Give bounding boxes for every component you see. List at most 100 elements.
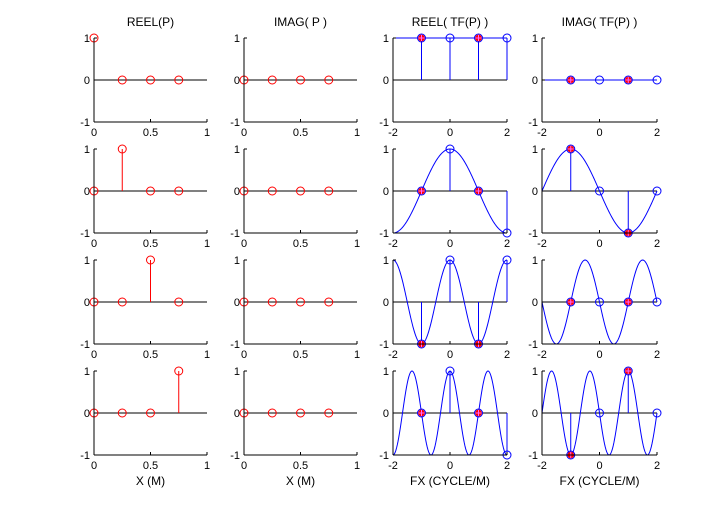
y-tick-label: -1 <box>379 450 389 462</box>
y-tick-label: 1 <box>234 144 240 156</box>
column-title: IMAG( P ) <box>274 15 327 29</box>
x-tick-label: -2 <box>388 127 398 139</box>
stem-marker <box>146 75 155 85</box>
stem-marker <box>267 297 277 307</box>
x-tick-label: 1 <box>204 349 210 361</box>
x-tick-label: 0 <box>596 349 602 361</box>
stem-marker <box>445 144 455 154</box>
x-tick-label: 0 <box>91 127 97 139</box>
y-tick-label: -1 <box>528 450 538 462</box>
stem-marker <box>417 33 426 43</box>
stem-marker <box>296 186 305 196</box>
subplot-r2-c3: -1 0 1 -2 0 2 <box>528 255 662 361</box>
stem-marker <box>117 408 127 418</box>
x-tick-label: 0 <box>596 127 602 139</box>
y-tick-label: -1 <box>230 228 240 240</box>
stem-marker <box>267 75 277 85</box>
x-tick-label: 2 <box>504 127 510 139</box>
y-tick-label: 1 <box>532 255 538 267</box>
stem-marker <box>623 75 633 85</box>
y-tick-label: 0 <box>84 297 90 309</box>
x-tick-label: -2 <box>537 349 547 361</box>
x-tick-label: 0.5 <box>293 238 308 250</box>
x-tick-label: 1 <box>354 238 360 250</box>
stem-marker <box>595 297 604 307</box>
y-tick-label: -1 <box>528 228 538 240</box>
stem-marker <box>174 75 184 85</box>
stem-marker <box>474 186 483 196</box>
y-tick-label: 0 <box>532 186 538 198</box>
y-tick-label: 0 <box>532 408 538 420</box>
x-tick-label: -2 <box>388 349 398 361</box>
y-tick-label: 1 <box>84 144 90 156</box>
x-tick-label: 0.5 <box>293 127 308 139</box>
y-tick-label: 0 <box>383 186 389 198</box>
stem-marker <box>502 255 512 265</box>
x-tick-label: -2 <box>537 127 547 139</box>
x-tick-label: 2 <box>654 127 660 139</box>
y-tick-label: 0 <box>234 297 240 309</box>
y-tick-label: 0 <box>532 75 538 87</box>
stem-marker <box>267 186 277 196</box>
stem-marker <box>117 144 127 154</box>
stem-marker <box>652 297 662 307</box>
x-tick-label: 0 <box>447 349 453 361</box>
y-tick-label: 1 <box>84 366 90 378</box>
x-tick-label: 0.5 <box>143 460 158 472</box>
stem-marker <box>417 186 426 196</box>
x-tick-label: 0 <box>241 349 247 361</box>
stem-marker <box>502 33 512 43</box>
x-tick-label: -2 <box>388 238 398 250</box>
y-tick-label: -1 <box>379 228 389 240</box>
x-tick-label: 1 <box>204 460 210 472</box>
x-tick-label: 0.5 <box>143 238 158 250</box>
y-tick-label: -1 <box>230 339 240 351</box>
stem-marker <box>566 297 576 307</box>
y-tick-label: 0 <box>383 297 389 309</box>
stem-marker <box>324 297 334 307</box>
x-tick-label: 0.5 <box>293 349 308 361</box>
x-tick-label: 2 <box>654 238 660 250</box>
x-tick-label: -2 <box>537 238 547 250</box>
x-tick-label: 0 <box>91 460 97 472</box>
y-tick-label: -1 <box>379 339 389 351</box>
column-title: REEL( TF(P) ) <box>412 15 488 29</box>
x-tick-label: 2 <box>654 460 660 472</box>
x-tick-label: 1 <box>204 127 210 139</box>
stem-marker <box>174 186 184 196</box>
x-tick-label: 1 <box>204 238 210 250</box>
stem-marker <box>623 366 633 376</box>
stem-marker <box>146 408 155 418</box>
x-tick-label: 0 <box>241 460 247 472</box>
x-tick-label: 0 <box>91 238 97 250</box>
x-tick-label: 0 <box>91 349 97 361</box>
y-tick-label: -1 <box>230 117 240 129</box>
column-title: IMAG( TF(P) ) <box>562 15 638 29</box>
stem-marker <box>296 75 305 85</box>
y-tick-label: 0 <box>234 408 240 420</box>
y-tick-label: -1 <box>80 117 90 129</box>
stem-marker <box>652 75 662 85</box>
y-tick-label: 1 <box>383 366 389 378</box>
stem-marker <box>566 144 576 154</box>
stem-marker <box>174 366 184 376</box>
x-tick-label: 0 <box>447 127 453 139</box>
stem-marker <box>445 33 455 43</box>
subplot-r3-c3: -1 0 1 -2 0 2 FX (CYCLE/M) <box>528 366 662 488</box>
x-tick-label: 0.5 <box>143 127 158 139</box>
column-title: REEL(P) <box>127 15 174 29</box>
stem-marker <box>324 186 334 196</box>
subplot-r0-c2: -1 0 1 -2 0 2 REEL( TF(P) ) <box>379 15 512 139</box>
y-tick-label: 0 <box>234 186 240 198</box>
stem-marker <box>296 408 305 418</box>
x-tick-label: 1 <box>354 349 360 361</box>
x-tick-label: 1 <box>354 460 360 472</box>
